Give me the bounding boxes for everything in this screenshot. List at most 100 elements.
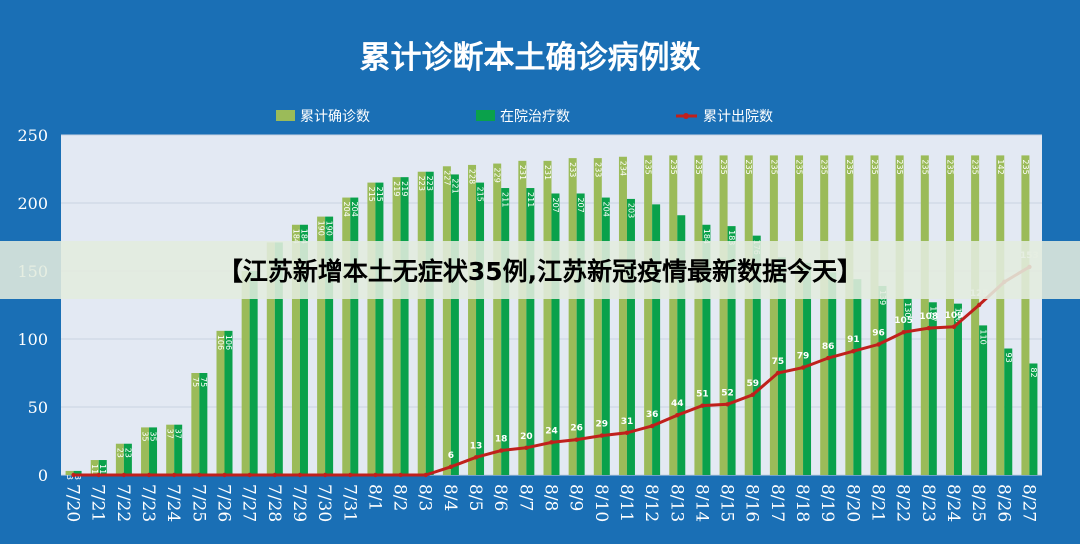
x-tick-label: 7/28 <box>264 484 284 522</box>
point-label-discharged: 75 <box>772 357 785 367</box>
point-discharged <box>901 330 906 335</box>
bar-label-confirmed: 228 <box>468 169 477 184</box>
point-label-discharged: 18 <box>495 435 508 445</box>
bar-confirmed <box>468 164 477 476</box>
bar-label-hospital: 223 <box>425 176 434 191</box>
x-tick-label: 7/22 <box>113 484 133 522</box>
point-label-discharged: 105 <box>894 316 913 326</box>
bar-label-hospital: 204 <box>350 202 359 217</box>
x-tick-label: 8/13 <box>666 484 686 522</box>
point-discharged <box>800 365 806 370</box>
point-label-discharged: 59 <box>746 379 759 389</box>
bar-confirmed <box>945 155 954 475</box>
bar-label-hospital: 93 <box>1004 353 1013 363</box>
x-tick-label: 7/23 <box>138 484 158 522</box>
point-discharged <box>524 445 529 450</box>
x-tick-label: 7/29 <box>289 484 309 522</box>
x-axis: 7/20 7/21 7/22 7/23 7/24 7/25 7/26 7/27 7/28 7/29… <box>63 484 1039 522</box>
point-discharged <box>398 472 403 478</box>
point-discharged <box>775 370 781 376</box>
x-tick-label: 7/27 <box>239 484 259 522</box>
bar-hospital <box>979 325 988 475</box>
bar-label-confirmed: 35 <box>141 431 150 441</box>
bar-hospital <box>576 193 585 476</box>
point-label-discharged: 109 <box>945 311 964 321</box>
point-label-discharged: 36 <box>646 410 659 420</box>
bar-label-hospital: 110 <box>979 329 988 344</box>
x-tick-label: 8/17 <box>767 484 787 522</box>
bar-confirmed <box>216 330 225 475</box>
point-label-discharged: 24 <box>545 426 558 436</box>
bar-confirmed <box>845 155 854 475</box>
y-tick-label: 50 <box>28 398 48 417</box>
point-discharged <box>146 472 152 478</box>
bar-label-hospital: 221 <box>450 178 459 193</box>
bar-hospital <box>1004 348 1013 475</box>
legend-swatch-confirmed <box>276 110 295 121</box>
bar-confirmed <box>141 427 150 475</box>
bar-label-confirmed: 229 <box>493 168 502 183</box>
bar-label-hospital: 23 <box>123 448 132 458</box>
point-label-discharged: 26 <box>570 424 583 434</box>
point-discharged <box>976 302 982 308</box>
bar-confirmed <box>593 158 602 475</box>
bar-label-confirmed: 235 <box>669 159 678 174</box>
bar-confirmed <box>417 171 426 475</box>
bar-hospital <box>199 373 208 475</box>
point-discharged <box>624 430 630 436</box>
y-tick-label: 100 <box>17 330 48 349</box>
x-tick-label: 7/24 <box>163 484 183 522</box>
bar-hospital <box>702 224 711 475</box>
bar-label-hospital: 204 <box>601 202 610 217</box>
bar-label-confirmed: 233 <box>593 162 602 177</box>
bar-hospital <box>652 204 661 476</box>
chart-title: 累计诊断本土确诊病例数 <box>360 40 701 76</box>
bar-confirmed <box>568 158 577 475</box>
x-tick-label: 7/25 <box>188 484 208 522</box>
point-discharged <box>675 412 680 418</box>
point-discharged <box>423 472 428 478</box>
bar-confirmed <box>1021 155 1030 475</box>
bar-label-confirmed: 235 <box>694 159 703 174</box>
point-discharged <box>448 464 454 470</box>
point-label-discharged: 108 <box>919 312 938 322</box>
x-tick-label: 8/7 <box>515 484 535 511</box>
bar-hospital <box>174 424 183 475</box>
bar-hospital <box>325 216 334 475</box>
x-tick-label: 8/22 <box>893 484 913 522</box>
point-label-discharged: 79 <box>797 352 810 362</box>
y-tick-label: 200 <box>17 194 48 213</box>
x-tick-label: 8/11 <box>616 484 636 522</box>
bar-label-hospital: 211 <box>526 192 535 207</box>
bar-confirmed <box>543 160 552 475</box>
bar-confirmed <box>669 155 678 475</box>
bar-label-confirmed: 231 <box>518 165 527 180</box>
bar-label-confirmed: 223 <box>417 176 426 191</box>
bar-label-confirmed: 231 <box>543 165 552 180</box>
x-tick-label: 7/21 <box>88 484 108 522</box>
bar-label-hospital: 126 <box>953 308 962 323</box>
point-discharged <box>825 355 831 361</box>
point-label-discharged: 6 <box>448 451 454 461</box>
bar-hospital <box>828 272 837 475</box>
x-tick-label: 8/24 <box>943 484 963 522</box>
point-discharged <box>599 433 605 438</box>
point-discharged <box>373 472 378 478</box>
point-discharged <box>926 325 932 331</box>
bar-hospital <box>123 443 132 475</box>
bar-label-confirmed: 106 <box>216 335 225 350</box>
bar-label-confirmed: 235 <box>644 159 653 174</box>
bar-label-confirmed: 204 <box>342 202 351 217</box>
point-discharged <box>750 392 755 397</box>
bar-confirmed <box>971 155 980 475</box>
y-tick-label: 0 <box>38 466 48 485</box>
bar-label-confirmed: 235 <box>769 159 778 174</box>
bar-confirmed <box>166 424 175 475</box>
bar-hospital <box>752 235 761 475</box>
point-label-discharged: 91 <box>847 335 860 345</box>
bar-confirmed <box>291 224 300 475</box>
bar-label-confirmed: 235 <box>945 159 954 174</box>
bar-hospital <box>1029 363 1038 475</box>
x-tick-label: 8/26 <box>993 484 1013 522</box>
bar-confirmed <box>769 155 778 475</box>
